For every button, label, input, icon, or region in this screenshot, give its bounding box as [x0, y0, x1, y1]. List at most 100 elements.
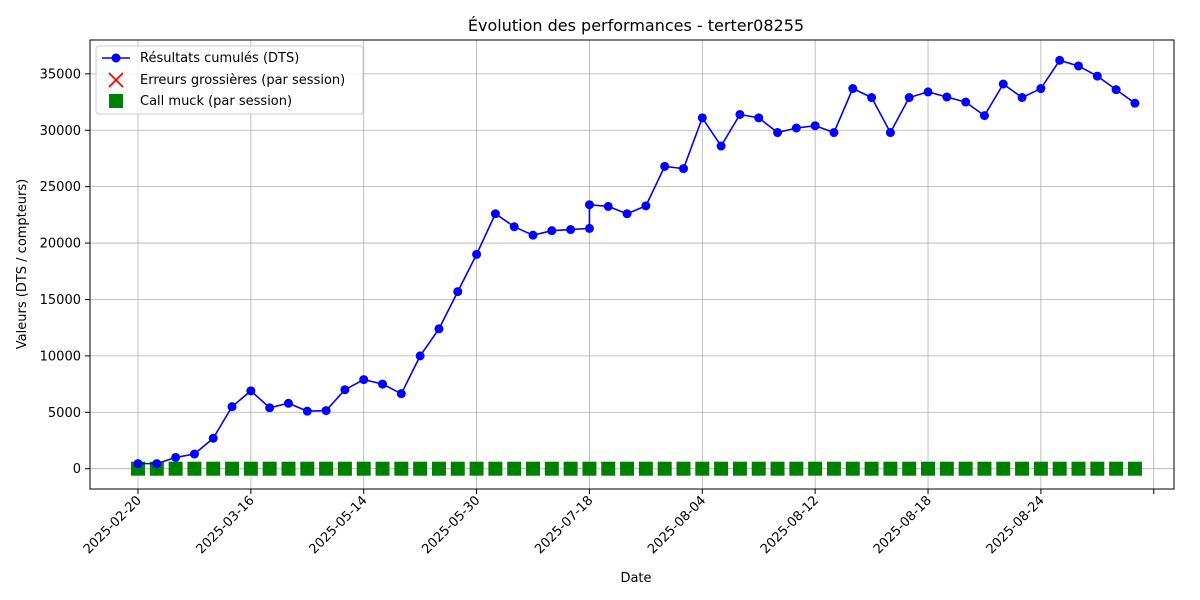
cumulative-point [904, 93, 914, 103]
cumulative-point [1017, 93, 1027, 103]
y-tick-label: 0 [73, 462, 81, 477]
cumulative-point [171, 452, 181, 462]
cumulative-point [265, 403, 275, 413]
muck-square-point [657, 461, 672, 476]
cumulative-point [302, 406, 312, 416]
cumulative-point [1130, 98, 1140, 108]
cumulative-point [584, 223, 594, 233]
cumulative-point [810, 121, 820, 131]
muck-square-point [883, 461, 898, 476]
cumulative-point [716, 141, 726, 151]
cumulative-point [472, 249, 482, 259]
muck-square-point [939, 461, 954, 476]
cumulative-point [791, 123, 801, 133]
cumulative-point [1074, 61, 1083, 71]
muck-square-point [469, 461, 484, 476]
muck-square-point [507, 461, 522, 476]
cumulative-point [208, 433, 218, 443]
muck-square-point [225, 461, 240, 476]
muck-square-point [375, 461, 390, 476]
cumulative-point [622, 209, 632, 219]
muck-square-point [187, 461, 202, 476]
y-axis-label: Valeurs (DTS / compteurs) [15, 179, 30, 349]
cumulative-point [697, 113, 707, 123]
legend-box [95, 45, 364, 115]
y-tick-label: 30000 [40, 124, 81, 139]
muck-square-point [394, 461, 409, 476]
muck-square-point [1033, 461, 1048, 476]
muck-square-point [770, 461, 785, 476]
muck-square-point [751, 461, 766, 476]
muck-square-point [1090, 461, 1105, 476]
muck-square-point [1071, 461, 1086, 476]
cumulative-point [547, 226, 557, 236]
muck-square-point [714, 461, 729, 476]
legend-x-marker [108, 72, 124, 88]
cumulative-point [641, 201, 651, 211]
muck-square-point [732, 461, 747, 476]
muck-square-point [413, 461, 428, 476]
legend-entry-cumulative: Résultats cumulés (DTS) [140, 51, 299, 66]
muck-square-point [789, 461, 804, 476]
muck-square-point [488, 461, 503, 476]
muck-square-point [958, 461, 973, 476]
muck-square-point [695, 461, 710, 476]
cumulative-point [359, 375, 369, 385]
muck-square-point [262, 461, 277, 476]
muck-square-point [431, 461, 446, 476]
muck-square-point [243, 461, 258, 476]
cumulative-point [754, 113, 764, 123]
cumulative-point [603, 201, 613, 211]
cumulative-point [133, 459, 143, 469]
cumulative-point [998, 79, 1008, 89]
muck-square-point [1015, 461, 1030, 476]
legend: Résultats cumulés (DTS) Erreurs grossièr… [95, 45, 364, 115]
muck-square-point [977, 461, 992, 476]
muck-square-point [996, 461, 1011, 476]
cumulative-point [885, 128, 895, 138]
muck-square-point [921, 461, 936, 476]
chart-title: Évolution des performances - terter08255 [468, 16, 804, 35]
cumulative-point [923, 87, 933, 97]
plot-data [131, 55, 1142, 476]
cumulative-point [1092, 71, 1102, 81]
muck-square-point [620, 461, 635, 476]
cumulative-point [152, 459, 162, 469]
cumulative-point [1055, 55, 1065, 65]
legend-entry-errors: Erreurs grossières (par session) [140, 73, 345, 88]
cumulative-point [453, 287, 463, 297]
muck-square-point [168, 461, 183, 476]
cumulative-point [848, 84, 858, 94]
cumulative-point [942, 92, 952, 102]
muck-square-point [563, 461, 578, 476]
cumulative-point [1111, 85, 1121, 95]
muck-square-point [356, 461, 371, 476]
cumulative-point [867, 93, 877, 103]
cumulative-point [434, 324, 444, 334]
cumulative-point [773, 128, 783, 138]
muck-square-point [450, 461, 465, 476]
muck-square-point [864, 461, 879, 476]
cumulative-point [415, 351, 425, 361]
cumulative-point [246, 386, 256, 396]
muck-square-point [319, 461, 334, 476]
cumulative-point [528, 230, 538, 240]
cumulative-point [584, 200, 594, 210]
legend-square-marker [109, 94, 123, 108]
muck-square-point [638, 461, 653, 476]
x-axis-label: Date [620, 571, 651, 586]
cumulative-point [340, 385, 350, 395]
y-tick-label: 35000 [40, 67, 81, 82]
cumulative-point [283, 398, 293, 408]
cumulative-point [321, 406, 331, 416]
legend-entry-muck: Call muck (par session) [140, 94, 292, 109]
y-tick-label: 5000 [48, 406, 81, 421]
cumulative-point [678, 164, 688, 174]
muck-square-point [1127, 461, 1142, 476]
muck-square-point [676, 461, 691, 476]
muck-square-point [526, 461, 541, 476]
cumulative-point [490, 209, 500, 219]
plot-frame [89, 39, 1175, 490]
cumulative-point [509, 222, 519, 232]
